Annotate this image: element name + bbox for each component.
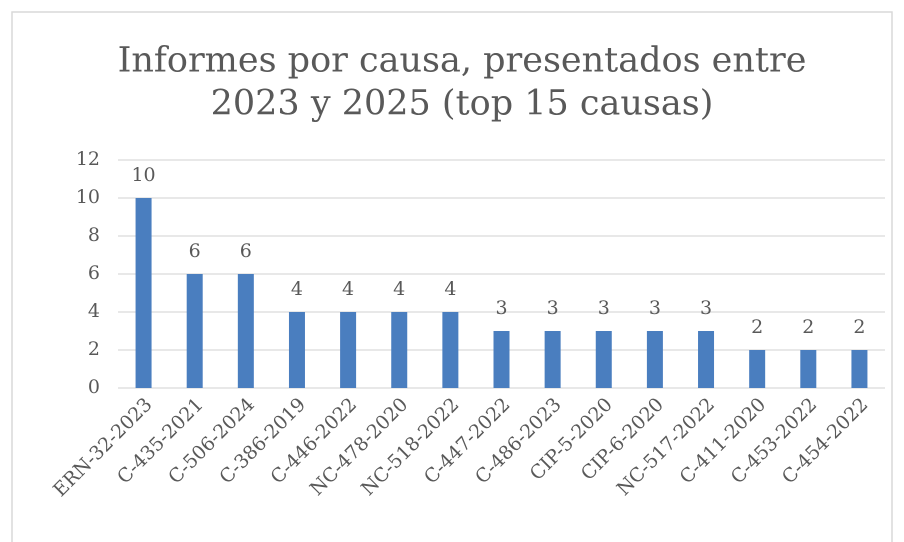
data-label: 3 <box>598 297 610 319</box>
data-label: 4 <box>393 278 405 300</box>
y-tick-label: 4 <box>88 300 100 322</box>
data-label: 3 <box>547 297 559 319</box>
data-label: 2 <box>802 316 814 338</box>
bar <box>698 331 715 388</box>
chart-title: 2023 y 2025 (top 15 causas) <box>211 84 714 124</box>
y-tick-label: 6 <box>88 262 100 284</box>
bar <box>851 350 868 388</box>
data-label: 2 <box>853 316 865 338</box>
data-label: 4 <box>444 278 456 300</box>
bar <box>595 331 612 388</box>
chart-title: Informes por causa, presentados entre <box>118 41 807 81</box>
bar <box>646 331 663 388</box>
bar <box>237 274 254 388</box>
data-label: 3 <box>649 297 661 319</box>
y-tick-label: 2 <box>88 338 100 360</box>
data-label: 4 <box>291 278 303 300</box>
bar <box>493 331 510 388</box>
data-label: 10 <box>131 164 155 186</box>
data-label: 6 <box>189 240 201 262</box>
chart-border <box>11 11 893 542</box>
bar <box>186 274 203 388</box>
bar <box>340 312 357 388</box>
bar <box>442 312 459 388</box>
data-label: 3 <box>700 297 712 319</box>
y-tick-label: 0 <box>88 376 100 398</box>
data-label: 4 <box>342 278 354 300</box>
data-label: 6 <box>240 240 252 262</box>
bar <box>391 312 408 388</box>
bar <box>749 350 766 388</box>
bar <box>800 350 817 388</box>
data-label: 3 <box>495 297 507 319</box>
bar <box>288 312 305 388</box>
y-tick-label: 10 <box>76 186 100 208</box>
data-label: 2 <box>751 316 763 338</box>
bar <box>135 198 152 388</box>
bar <box>544 331 561 388</box>
y-tick-label: 12 <box>76 148 100 170</box>
y-tick-label: 8 <box>88 224 100 246</box>
